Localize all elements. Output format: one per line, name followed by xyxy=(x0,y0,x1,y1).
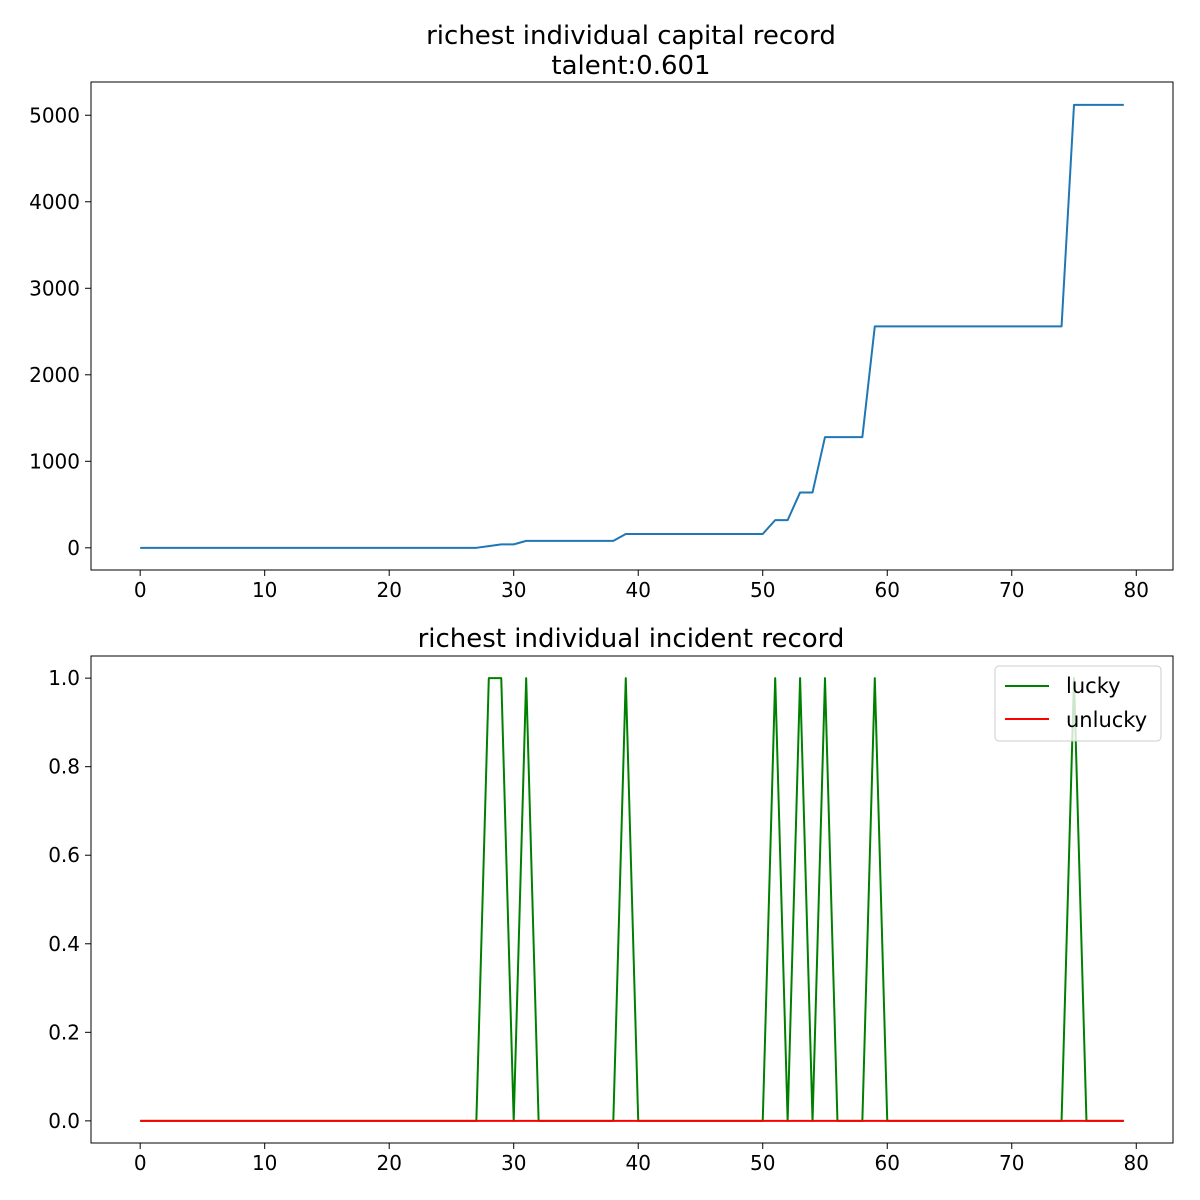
x-tick-label: 0 xyxy=(134,578,147,602)
x-tick-label: 20 xyxy=(376,1151,401,1175)
y-tick-label: 0.4 xyxy=(48,932,80,956)
y-tick-label: 0 xyxy=(67,536,80,560)
incident-chart: richest individual incident record 0 10 20… xyxy=(48,624,1174,1175)
y-tick-label: 3000 xyxy=(29,276,80,300)
capital-chart: richest individual capital record talent… xyxy=(29,21,1174,602)
chart-subtitle: talent:0.601 xyxy=(551,51,710,81)
x-tick-label: 30 xyxy=(501,578,526,602)
axes-frame xyxy=(90,81,1174,571)
x-tick-label: 60 xyxy=(875,578,900,602)
x-tick-label: 80 xyxy=(1124,1151,1149,1175)
y-tick-label: 0.8 xyxy=(48,755,80,779)
x-tick-label: 70 xyxy=(999,1151,1024,1175)
legend-box xyxy=(994,665,1162,742)
x-tick-label: 0 xyxy=(134,1151,147,1175)
x-tick-label: 30 xyxy=(501,1151,526,1175)
chart-title: richest individual incident record xyxy=(418,624,845,654)
x-tick-label: 10 xyxy=(252,1151,277,1175)
y-tick-label: 1.0 xyxy=(48,666,80,690)
x-tick-label: 50 xyxy=(750,1151,775,1175)
chart-title: richest individual capital record xyxy=(426,21,836,51)
x-tick-label: 80 xyxy=(1124,578,1149,602)
y-tick-label: 0.0 xyxy=(48,1109,80,1133)
y-tick-label: 0.2 xyxy=(48,1020,80,1044)
legend-label-unlucky: unlucky xyxy=(1066,708,1147,732)
x-tick-label: 40 xyxy=(625,1151,650,1175)
legend: lucky unlucky xyxy=(994,665,1162,742)
x-tick-label: 50 xyxy=(750,578,775,602)
x-tick-label: 10 xyxy=(252,578,277,602)
y-tick-label: 1000 xyxy=(29,449,80,473)
x-tick-label: 60 xyxy=(875,1151,900,1175)
x-tick-label: 70 xyxy=(999,578,1024,602)
y-tick-label: 4000 xyxy=(29,190,80,214)
y-tick-label: 5000 xyxy=(29,103,80,127)
series-line-capital xyxy=(140,103,1124,549)
legend-label-lucky: lucky xyxy=(1066,674,1121,698)
axes-frame xyxy=(90,655,1174,1144)
y-tick-label: 2000 xyxy=(29,363,80,387)
x-tick-label: 20 xyxy=(376,578,401,602)
x-tick-label: 40 xyxy=(625,578,650,602)
y-tick-label: 0.6 xyxy=(48,843,80,867)
